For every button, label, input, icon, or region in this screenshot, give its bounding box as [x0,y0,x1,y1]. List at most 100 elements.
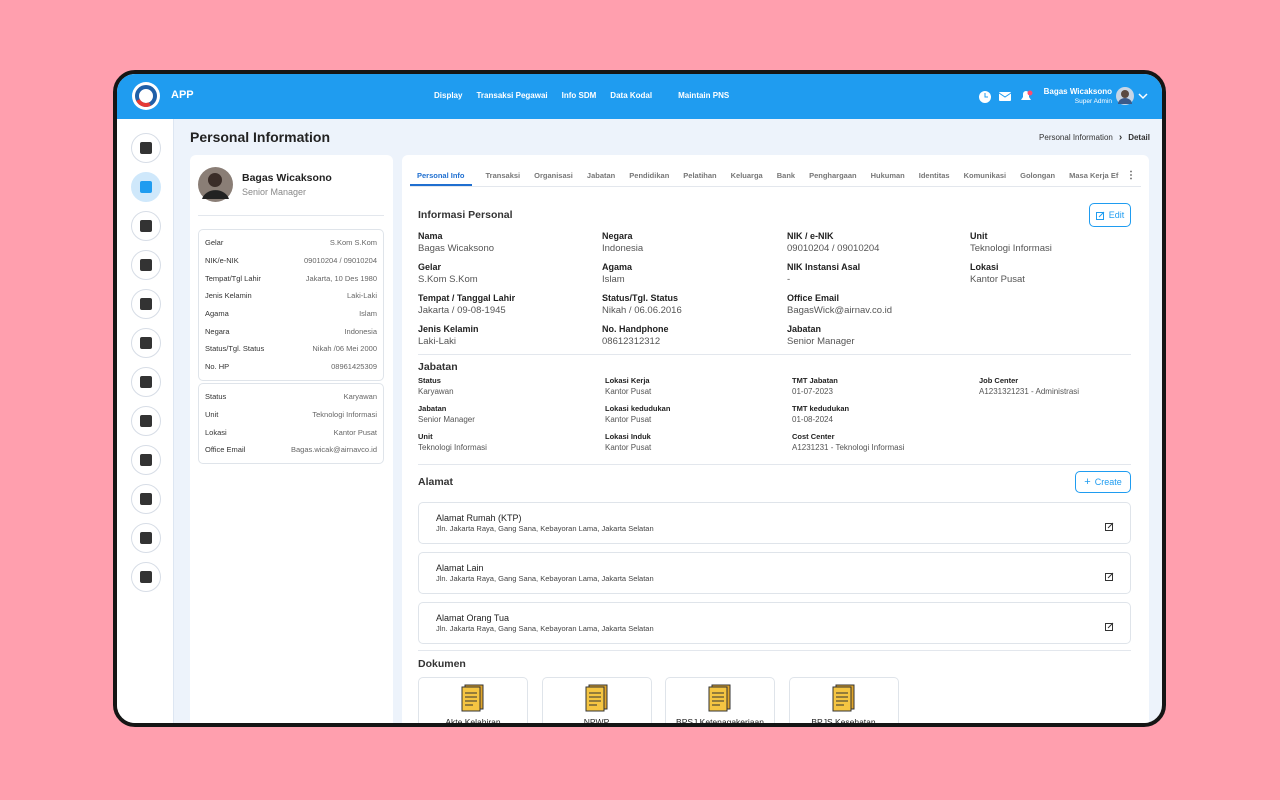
sidebar-icon[interactable] [131,445,161,475]
sidebar-icon[interactable] [131,133,161,163]
field: Unit Teknologi Informasi [418,432,487,452]
nav-item[interactable]: Display [434,91,463,100]
address-card: Alamat Lain Jln. Jakarta Raya, Gang Sana,… [418,552,1131,594]
section-title: Dokumen [418,658,466,670]
tab[interactable]: Pelatihan [683,171,717,180]
edit-icon[interactable] [1105,568,1115,581]
info-value: Laki-Laki [346,291,377,301]
sidebar-icon[interactable] [131,406,161,436]
field-label: NIK / e-NIK [787,231,834,241]
create-button[interactable]: + Create [1075,471,1131,493]
tab[interactable]: Masa Kerja Ef [1069,171,1119,180]
content: Personal Information Personal Information… [174,119,1162,723]
field: Lokasi kedudukan Kantor Pusat [605,404,670,424]
field-label: Job Center [979,376,1019,385]
field-value: Jakarta / 09-08-1945 [418,305,506,316]
header-icons[interactable] [979,90,1034,104]
tab[interactable]: Jabatan [586,171,616,180]
info-row: Unit Teknologi Informasi [205,406,377,424]
info-box: Status Karyawan Unit Teknologi Informasi Lok… [198,383,384,464]
nav-item[interactable]: Info SDM [561,91,597,100]
tab[interactable]: Identitas [918,171,950,180]
info-value: Karyawan [343,392,377,402]
address-text: Jln. Jakarta Raya, Gang Sana, Kebayoran … [436,624,654,633]
document-card[interactable]: Akte Kelahiran [418,677,528,723]
field-value: Nikah / 06.06.2016 [602,305,682,316]
sidebar-icon[interactable] [131,562,161,592]
document-card[interactable]: BPSJ Ketenagakerjaan [665,677,775,723]
tab[interactable]: Organisasi [534,171,573,180]
field: Jabatan Senior Manager [418,404,487,424]
nav: Display Transaksi Pegawai Info SDM Data Kod… [434,91,729,100]
field: Agama Islam [602,262,682,285]
tab[interactable]: Bank [776,171,796,180]
field-value: BagasWick@airnav.co.id [787,305,893,316]
breadcrumb-item[interactable]: Personal Information [1039,133,1113,142]
sidebar-icon[interactable] [131,328,161,358]
document-icon [461,684,485,712]
field-label: Nama [418,231,443,241]
info-label: Lokasi [205,427,227,437]
edit-icon[interactable] [1105,618,1115,631]
profile-position: Senior Manager [242,187,307,197]
tab[interactable]: Golongan [1020,171,1056,180]
tab[interactable]: Keluarga [730,171,763,180]
field-label: Jabatan [418,404,447,413]
tab[interactable]: Personal Info [410,167,472,186]
info-row: Tempat/Tgl Lahir Jakarta, 10 Des 1980 [205,269,377,287]
field-label: Unit [970,231,988,241]
address-text: Jln. Jakarta Raya, Gang Sana, Kebayoran … [436,524,654,533]
document-card[interactable]: BPJS Kesehatan [788,677,899,723]
sidebar-icon[interactable] [131,250,161,280]
field: TMT kedudukan 01-08-2024 [792,404,904,424]
edit-icon[interactable] [1105,518,1115,531]
info-label: Status [205,392,227,402]
sidebar-icon[interactable] [131,289,161,319]
create-label: Create [1094,477,1122,487]
field-value: 08612312312 [602,336,661,347]
document-card[interactable]: NPWP [541,677,652,723]
field-column: Job Center A1231321231 - Administrasi [979,376,1079,396]
address-title: Alamat Lain [436,563,484,573]
nav-item[interactable]: Data Kodal [610,91,653,100]
tab-more[interactable]: ⋮ [1126,170,1136,181]
info-value: 08961425309 [331,362,377,372]
info-label: NIK/e-NIK [205,256,239,266]
info-value: Jakarta, 10 Des 1980 [305,273,377,283]
nav-item[interactable]: Maintain PNS [678,91,730,100]
field-value: S.Kom S.Kom [418,274,478,285]
edit-button[interactable]: Edit [1089,203,1131,227]
detail-card: Personal Info Transaksi Organisasi Jabatan P… [402,155,1149,723]
tab[interactable]: Pendidikan [629,171,670,180]
device-frame: APP Display Transaksi Pegawai Info SDM Data … [113,70,1166,727]
sidebar-icon[interactable] [131,172,161,202]
avatar[interactable] [1116,87,1150,105]
field: NIK Instansi Asal - [787,262,892,285]
profile-photo [198,167,233,202]
field: Jenis Kelamin Laki-Laki [418,324,515,347]
nav-item[interactable]: Transaksi Pegawai [476,91,548,100]
info-value: 09010204 / 09010204 [304,256,377,266]
tab[interactable]: Komunikasi [963,171,1007,180]
info-label: Gelar [205,238,224,248]
sidebar-icon[interactable] [131,523,161,553]
field-value: 01-08-2024 [792,415,833,424]
sidebar-icon[interactable] [131,367,161,397]
field: TMT Jabatan 01-07-2023 [792,376,904,396]
field-label: Tempat / Tanggal Lahir [418,293,516,303]
info-row: Lokasi Kantor Pusat [205,423,377,441]
top-bar: APP Display Transaksi Pegawai Info SDM Data … [117,74,1162,119]
field: Tempat / Tanggal Lahir Jakarta / 09-08-19… [418,293,515,316]
tab[interactable]: Penghargaan [809,171,857,180]
tab[interactable]: Hukuman [870,171,905,180]
divider [418,464,1131,465]
sidebar-icon[interactable] [131,484,161,514]
breadcrumb-sep: › [1118,132,1123,143]
user-name: Bagas Wicaksono [1043,87,1112,96]
sidebar-icon[interactable] [131,211,161,241]
tab[interactable]: Transaksi [485,171,521,180]
info-label: Negara [205,326,230,336]
field-label: Unit [418,432,433,441]
document-icon [832,684,856,712]
